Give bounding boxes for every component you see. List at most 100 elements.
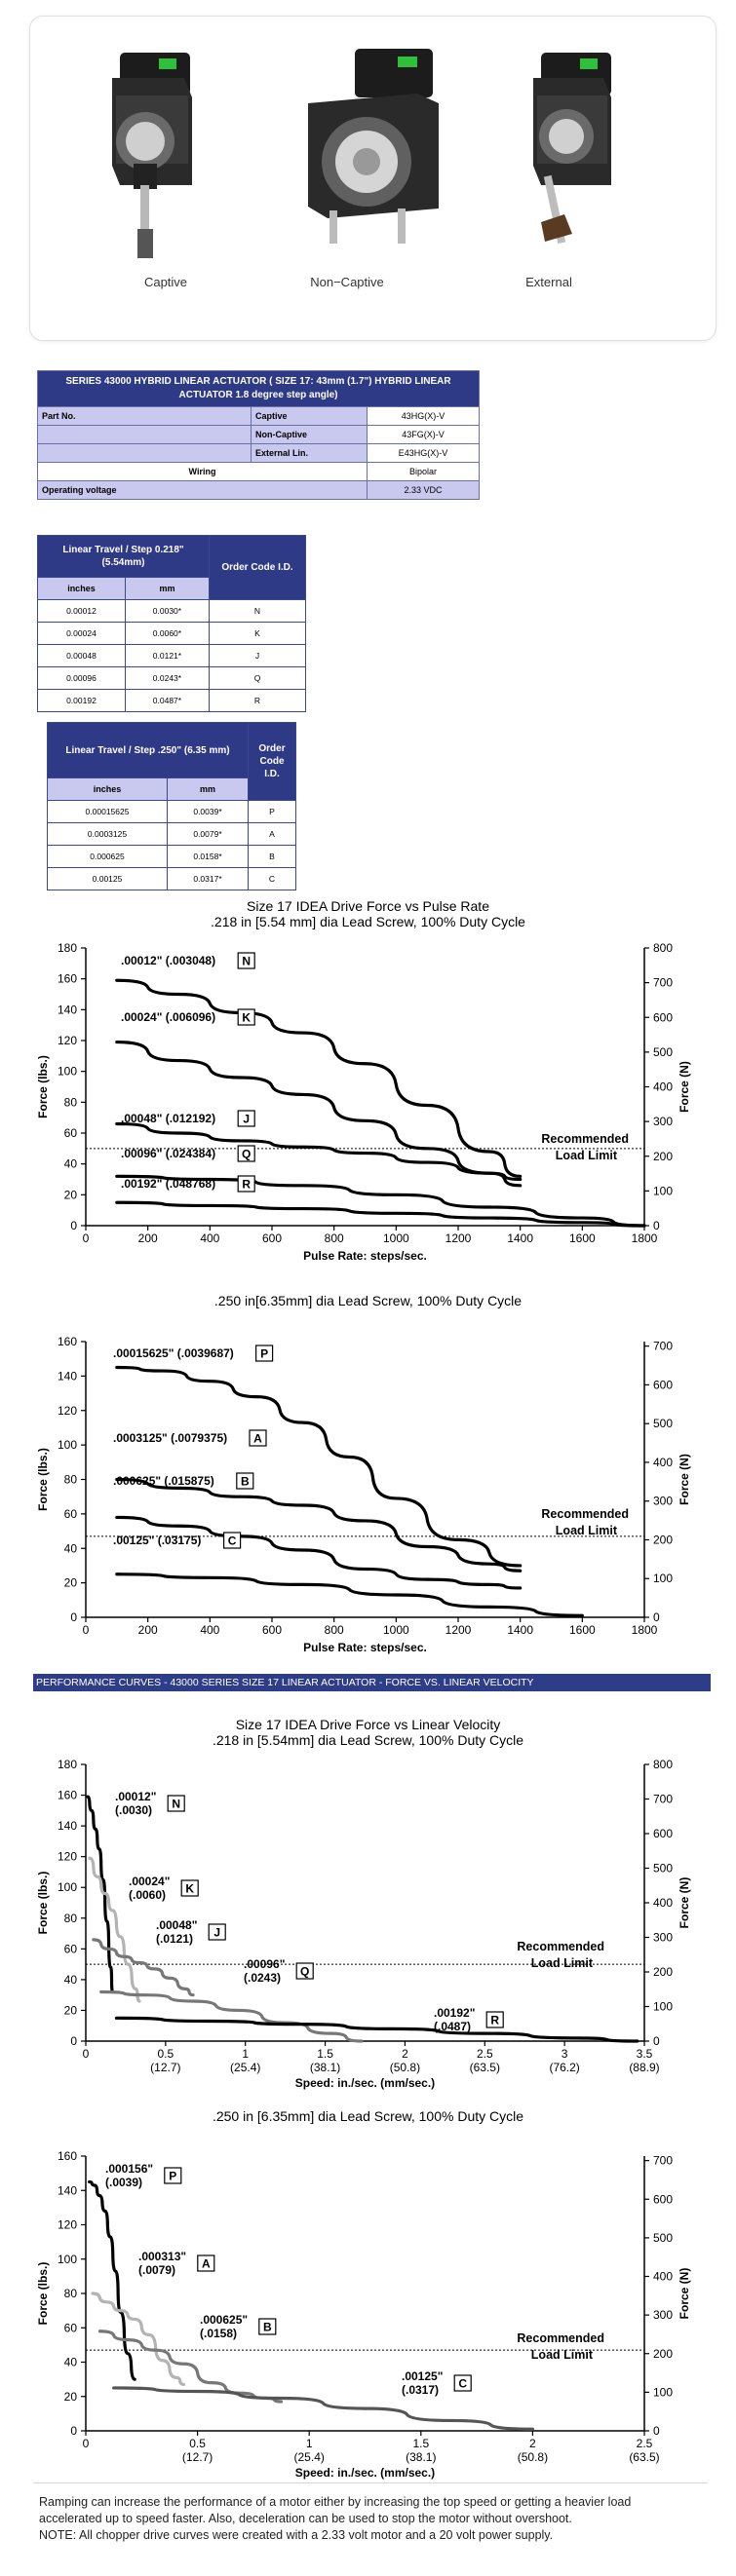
type-cell: External Lin. xyxy=(251,443,368,463)
y2-tick-label: 400 xyxy=(653,2270,673,2284)
series-code: K xyxy=(185,1882,194,1896)
cell-code: P xyxy=(248,800,296,823)
series-code: C xyxy=(228,1534,237,1548)
y-tick-label: 60 xyxy=(64,1507,78,1521)
x-tick-label: 1000 xyxy=(383,1231,409,1245)
cell-mm: 0.0243* xyxy=(124,666,211,690)
y2-tick-label: 500 xyxy=(653,1862,673,1875)
load-limit-label: Load Limit xyxy=(531,1956,594,1970)
y2-tick-label: 300 xyxy=(653,2308,673,2322)
series-label: .00024" (.006096) xyxy=(121,1010,215,1024)
series-label: .0003125" (.0079375) xyxy=(113,1431,227,1445)
series-label: (.0030) xyxy=(115,1803,152,1817)
y-tick-label: 60 xyxy=(64,2321,78,2334)
spec-table-title: SERIES 43000 HYBRID LINEAR ACTUATOR ( SI… xyxy=(37,370,480,407)
y2-tick-label: 300 xyxy=(653,1115,673,1128)
x-tick-label: (63.5) xyxy=(470,2061,500,2074)
voltage-value: 2.33 VDC xyxy=(367,480,480,500)
x-tick-label: 0.5 xyxy=(189,2437,206,2450)
y2-tick-label: 700 xyxy=(653,1340,673,1353)
y-tick-label: 140 xyxy=(58,1819,77,1833)
series-line-J xyxy=(115,1121,523,1182)
cell-inches: 0.00012 xyxy=(37,599,126,623)
series-code-box xyxy=(236,1472,254,1490)
y2-tick-label: 0 xyxy=(653,1219,660,1232)
y-tick-label: 40 xyxy=(64,1973,78,1987)
x-tick-label: (76.2) xyxy=(549,2061,579,2074)
y-axis-label: Force (lbs.) xyxy=(36,2262,50,2326)
x-tick-label: 1600 xyxy=(569,1623,596,1637)
chart-title: Size 17 IDEA Drive Force vs Pulse Rate xyxy=(247,898,489,914)
order-code-header: Order Code I.D. xyxy=(209,535,306,600)
y2-tick-label: 700 xyxy=(653,1793,673,1806)
cell-inches: 0.00015625 xyxy=(46,800,169,823)
y-tick-label: 20 xyxy=(64,2390,78,2404)
y2-tick-label: 0 xyxy=(653,2424,660,2438)
series-code-box xyxy=(237,1110,255,1127)
y2-tick-label: 800 xyxy=(653,941,673,955)
y2-tick-label: 800 xyxy=(653,1758,673,1771)
y-tick-label: 180 xyxy=(58,1758,77,1771)
cell-mm: 0.0060* xyxy=(124,622,211,645)
series-code: P xyxy=(169,2170,176,2183)
series-code: J xyxy=(213,1926,220,1940)
footnote-divider xyxy=(33,2482,708,2483)
series-line-N xyxy=(86,1795,115,1994)
series-code-box xyxy=(180,1879,199,1897)
load-limit-label: Recommended xyxy=(517,1940,604,1953)
load-limit-label: Recommended xyxy=(517,2331,604,2345)
x-tick-label: 400 xyxy=(200,1623,219,1637)
product-caption: Non−Captive xyxy=(310,275,384,289)
blank-cell xyxy=(37,425,252,444)
series-label: .00048" xyxy=(156,1918,197,1932)
y2-axis-label: Force (N) xyxy=(678,1061,691,1113)
chart-title: Size 17 IDEA Drive Force vs Linear Veloc… xyxy=(235,1717,501,1732)
load-limit-label: Load Limit xyxy=(556,1524,618,1537)
y2-tick-label: 0 xyxy=(653,2034,660,2048)
x-tick-label: (63.5) xyxy=(629,2450,659,2464)
series-label: (.0243) xyxy=(244,1971,281,1985)
x-tick-label: 1 xyxy=(242,2047,249,2061)
x-tick-label: (38.1) xyxy=(406,2450,436,2464)
cell-mm: 0.0121* xyxy=(124,644,211,667)
footnote-line: NOTE: All chopper drive curves were crea… xyxy=(39,2528,554,2542)
series-code: B xyxy=(263,2321,272,2334)
x-tick-label: 0.5 xyxy=(158,2047,174,2061)
series-label: .000156" xyxy=(105,2162,153,2176)
x-tick-label: 800 xyxy=(325,1231,344,1245)
series-code-box xyxy=(223,1532,242,1549)
y-tick-label: 120 xyxy=(58,1034,77,1047)
y-tick-label: 160 xyxy=(58,1335,77,1348)
x-tick-label: 2.5 xyxy=(637,2437,653,2450)
x-tick-label: 1.5 xyxy=(412,2437,429,2450)
series-label: (.0121) xyxy=(156,1932,193,1946)
chart-subtitle: .218 in [5.54mm] dia Lead Screw, 100% Du… xyxy=(212,1732,524,1748)
x-tick-label: 1.5 xyxy=(317,2047,333,2061)
series-line-R xyxy=(115,1200,646,1228)
series-line-C xyxy=(115,1572,584,1617)
series-line-A xyxy=(115,1477,523,1572)
series-line-C xyxy=(112,2386,534,2431)
x-tick-label: (25.4) xyxy=(230,2061,260,2074)
series-line-K xyxy=(88,1856,141,2003)
x-tick-label: 1 xyxy=(306,2437,313,2450)
y2-tick-label: 100 xyxy=(653,1572,673,1585)
external-actuator-icon xyxy=(533,53,611,245)
y-tick-label: 0 xyxy=(70,2034,77,2048)
x-tick-label: (25.4) xyxy=(294,2450,325,2464)
series-label: .00012" xyxy=(115,1790,156,1803)
col-inches: inches xyxy=(37,577,126,600)
x-tick-label: (50.8) xyxy=(518,2450,548,2464)
cell-code: K xyxy=(209,622,306,645)
x-tick-label: 3 xyxy=(562,2047,568,2061)
y2-tick-label: 600 xyxy=(653,2192,673,2206)
cell-code: B xyxy=(248,845,296,868)
y2-tick-label: 100 xyxy=(653,1184,673,1197)
y-tick-label: 120 xyxy=(58,1404,77,1418)
footnote-line: Ramping can increase the performance of … xyxy=(39,2495,632,2509)
wiring-value: Bipolar xyxy=(367,462,480,481)
chart-subtitle: .250 in [6.35mm] dia Lead Screw, 100% Du… xyxy=(212,2108,524,2124)
load-limit-label: Recommended xyxy=(541,1132,629,1146)
